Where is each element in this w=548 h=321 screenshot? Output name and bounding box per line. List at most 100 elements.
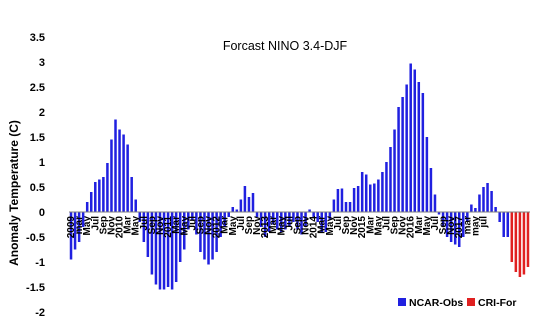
bar-ncar-obs	[340, 188, 344, 212]
bar-ncar-obs	[498, 212, 501, 222]
bar-ncar-obs	[377, 179, 380, 212]
legend-label-ncar-obs: NCAR-Obs	[409, 297, 463, 309]
y-tick-label: 0	[39, 207, 45, 219]
bar-ncar-obs	[324, 212, 328, 232]
x-tick-label: 2009	[66, 216, 77, 239]
y-tick-label: 2.5	[30, 82, 45, 94]
bar-ncar-obs	[409, 63, 412, 212]
bar-ncar-obs	[437, 212, 441, 215]
x-tick-label: Sep	[341, 216, 352, 234]
bar-ncar-obs	[114, 119, 117, 212]
x-tick-label: may	[470, 216, 481, 236]
bar-ncar-obs	[364, 174, 368, 212]
x-tick-label: Mar	[414, 216, 425, 234]
x-tick-labels: 2009marMayJulSepNov2010MarMayJulSepNov20…	[66, 216, 489, 239]
x-tick-label: Sep	[98, 216, 109, 234]
bar-ncar-obs	[393, 129, 396, 212]
x-tick-label: Nov	[446, 216, 457, 235]
x-tick-label: May	[131, 216, 142, 236]
bar-ncar-obs	[174, 212, 178, 282]
x-tick-label: Jul	[430, 216, 441, 231]
x-tick-label: 2013	[260, 216, 271, 239]
bar-ncar-obs	[494, 207, 497, 212]
bar-ncar-obs	[134, 199, 137, 212]
bars	[69, 63, 530, 290]
y-tick-label: 1.5	[30, 132, 45, 144]
x-tick-label: May	[422, 216, 433, 236]
bar-ncar-obs	[482, 187, 485, 212]
bar-ncar-obs	[385, 162, 388, 212]
x-tick-label: Sep	[244, 216, 255, 234]
bar-ncar-obs	[170, 212, 174, 290]
bar-ncar-obs	[344, 202, 348, 212]
x-tick-label: mar	[462, 216, 473, 234]
x-tick-label: Jul	[381, 216, 392, 231]
bar-ncar-obs	[369, 184, 372, 212]
x-tick-label: Nov	[252, 216, 263, 235]
x-tick-label: May	[373, 216, 384, 236]
bar-ncar-obs	[81, 212, 85, 227]
bar-ncar-obs	[85, 202, 89, 212]
x-tick-label: Nov	[106, 216, 117, 235]
bar-cri-for	[514, 212, 518, 272]
bar-ncar-obs	[98, 179, 101, 212]
bar-ncar-obs	[276, 212, 279, 230]
bar-ncar-obs	[474, 208, 477, 212]
x-tick-label: Jul	[139, 216, 150, 231]
bar-ncar-obs	[118, 129, 121, 212]
bar-ncar-obs	[267, 212, 271, 232]
x-tick-label: Mar	[268, 216, 279, 234]
x-tick-label: Mar	[123, 216, 134, 234]
x-tick-label: Jul	[187, 216, 198, 231]
legend-swatch-cri-for	[467, 298, 475, 306]
x-tick-label: Sep	[195, 216, 206, 234]
bar-ncar-obs	[126, 144, 129, 212]
bar-cri-for	[510, 212, 514, 262]
bar-ncar-obs	[69, 212, 73, 260]
x-tick-label: Jul	[90, 216, 101, 231]
legend-label-cri-for: CRI-For	[478, 297, 517, 309]
bar-ncar-obs	[162, 212, 166, 290]
x-tick-label: Mar	[317, 216, 328, 234]
x-tick-label: Jul	[333, 216, 344, 231]
bar-ncar-obs	[360, 172, 364, 212]
bar-ncar-obs	[457, 212, 461, 247]
bar-ncar-obs	[122, 134, 125, 212]
bar-ncar-obs	[300, 212, 303, 235]
x-tick-label: mar	[74, 216, 85, 234]
bar-ncar-obs	[94, 182, 97, 212]
x-tick-label: Jul	[236, 216, 247, 231]
bar-cri-for	[518, 212, 522, 277]
bar-cri-for	[522, 212, 526, 275]
bar-ncar-obs	[142, 212, 146, 242]
bar-ncar-obs	[470, 204, 473, 212]
bar-ncar-obs	[203, 212, 206, 260]
bar-ncar-obs	[110, 139, 113, 212]
bar-ncar-obs	[187, 212, 190, 230]
bar-ncar-obs	[356, 186, 360, 212]
bar-ncar-obs	[453, 212, 457, 245]
bar-ncar-obs	[397, 107, 400, 212]
y-axis-label: Anomaly Temperature (C)	[7, 120, 21, 266]
bar-ncar-obs	[106, 163, 109, 212]
y-tick-label: 0.5	[30, 182, 45, 194]
bar-ncar-obs	[195, 212, 198, 235]
chart-title: Forcast NINO 3.4-DJF	[223, 39, 348, 53]
x-tick-label: 2017	[454, 216, 465, 239]
x-tick-label: Sep	[438, 216, 449, 234]
bar-ncar-obs	[183, 212, 186, 250]
bar-ncar-obs	[138, 212, 142, 222]
x-tick-label: May	[82, 216, 93, 236]
x-tick-label: May	[325, 216, 336, 236]
bar-ncar-obs	[102, 177, 105, 212]
bar-ncar-obs	[296, 212, 299, 230]
bar-ncar-obs	[478, 194, 481, 212]
bar-ncar-obs	[284, 212, 287, 230]
bar-ncar-obs	[166, 212, 170, 287]
bar-ncar-obs	[328, 212, 332, 220]
bar-ncar-obs	[413, 69, 417, 212]
legend-swatch-ncar-obs	[398, 298, 406, 306]
y-tick-label: -2	[35, 307, 45, 319]
